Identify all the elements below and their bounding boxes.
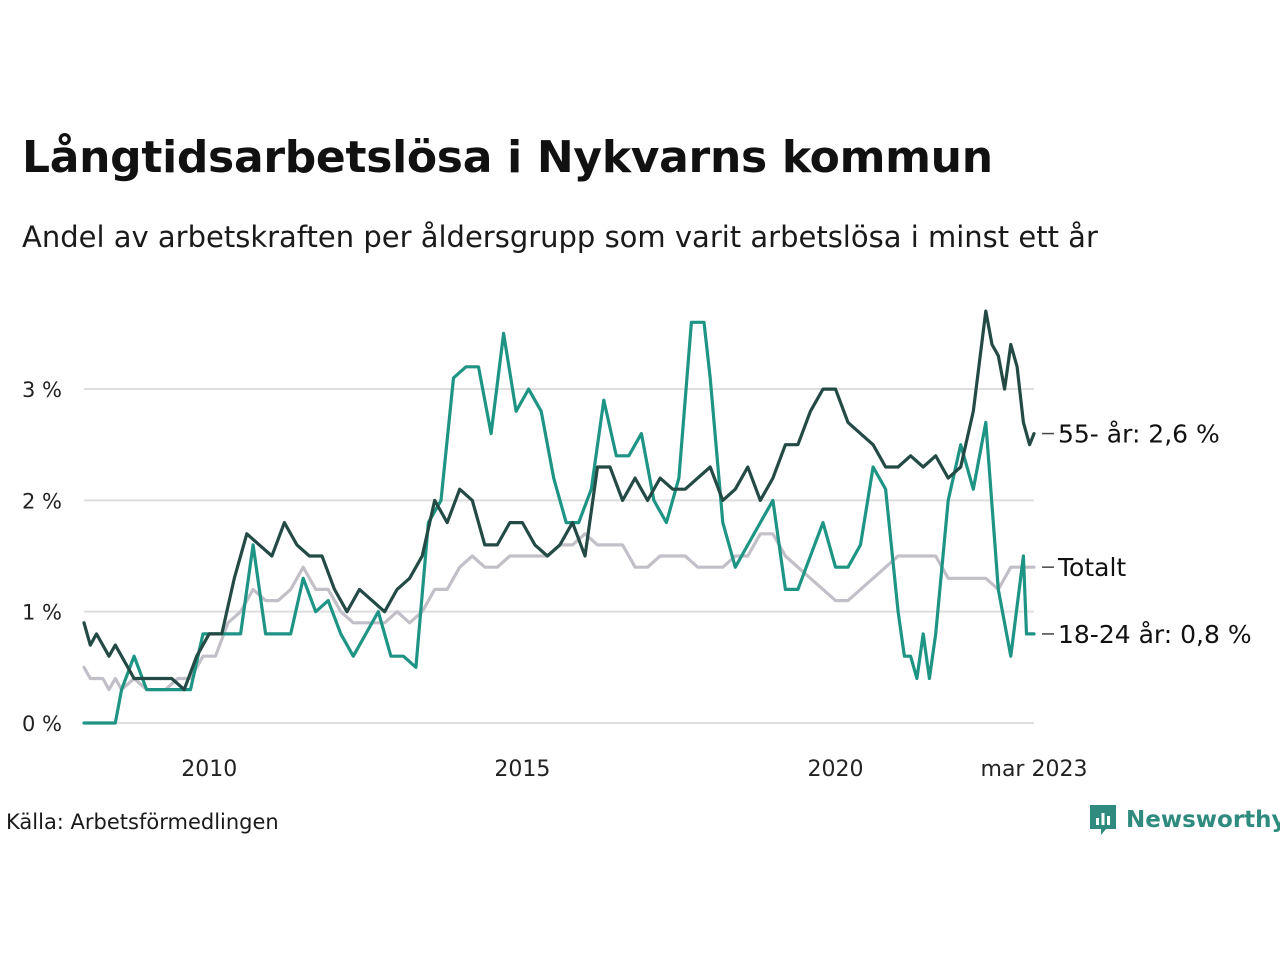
x-tick-label: 2020	[807, 757, 863, 782]
series-end-labels: Totalt 18-24 år: 0,8 % 55- år: 2,6 %	[1042, 420, 1252, 649]
series-end-label: 55- år: 2,6 %	[1058, 420, 1220, 449]
series-end-label: 18-24 år: 0,8 %	[1058, 620, 1252, 649]
x-tick-label: mar 2023	[981, 757, 1088, 782]
newsworthy-logo-icon	[1090, 805, 1116, 835]
source-note: Källa: Arbetsförmedlingen	[6, 810, 279, 834]
line-chart: 0 % 1 % 2 % 3 % 2010 2015 2020 mar 2023 Totalt…	[22, 309, 1252, 782]
brand-name: Newsworthy	[1126, 807, 1280, 833]
y-tick-label: 0 %	[22, 712, 62, 736]
y-tick-label: 2 %	[22, 489, 62, 513]
y-tick-label: 3 %	[22, 378, 62, 402]
series-end-label: Totalt	[1057, 553, 1126, 582]
y-tick-label: 1 %	[22, 601, 62, 625]
x-axis: 2010 2015 2020 mar 2023	[181, 757, 1087, 782]
series-line-18-24-r	[82, 320, 1036, 725]
chart-subtitle: Andel av arbetskraften per åldersgrupp s…	[22, 220, 1098, 254]
y-axis: 0 % 1 % 2 % 3 %	[22, 378, 62, 736]
series-line-55-r	[82, 309, 1036, 692]
x-tick-label: 2015	[494, 757, 550, 782]
chart-title: Långtidsarbetslösa i Nykvarns kommun	[22, 132, 993, 183]
x-tick-label: 2010	[181, 757, 237, 782]
brand-logo[interactable]: Newsworthy	[1088, 803, 1280, 837]
series-lines	[82, 309, 1036, 725]
